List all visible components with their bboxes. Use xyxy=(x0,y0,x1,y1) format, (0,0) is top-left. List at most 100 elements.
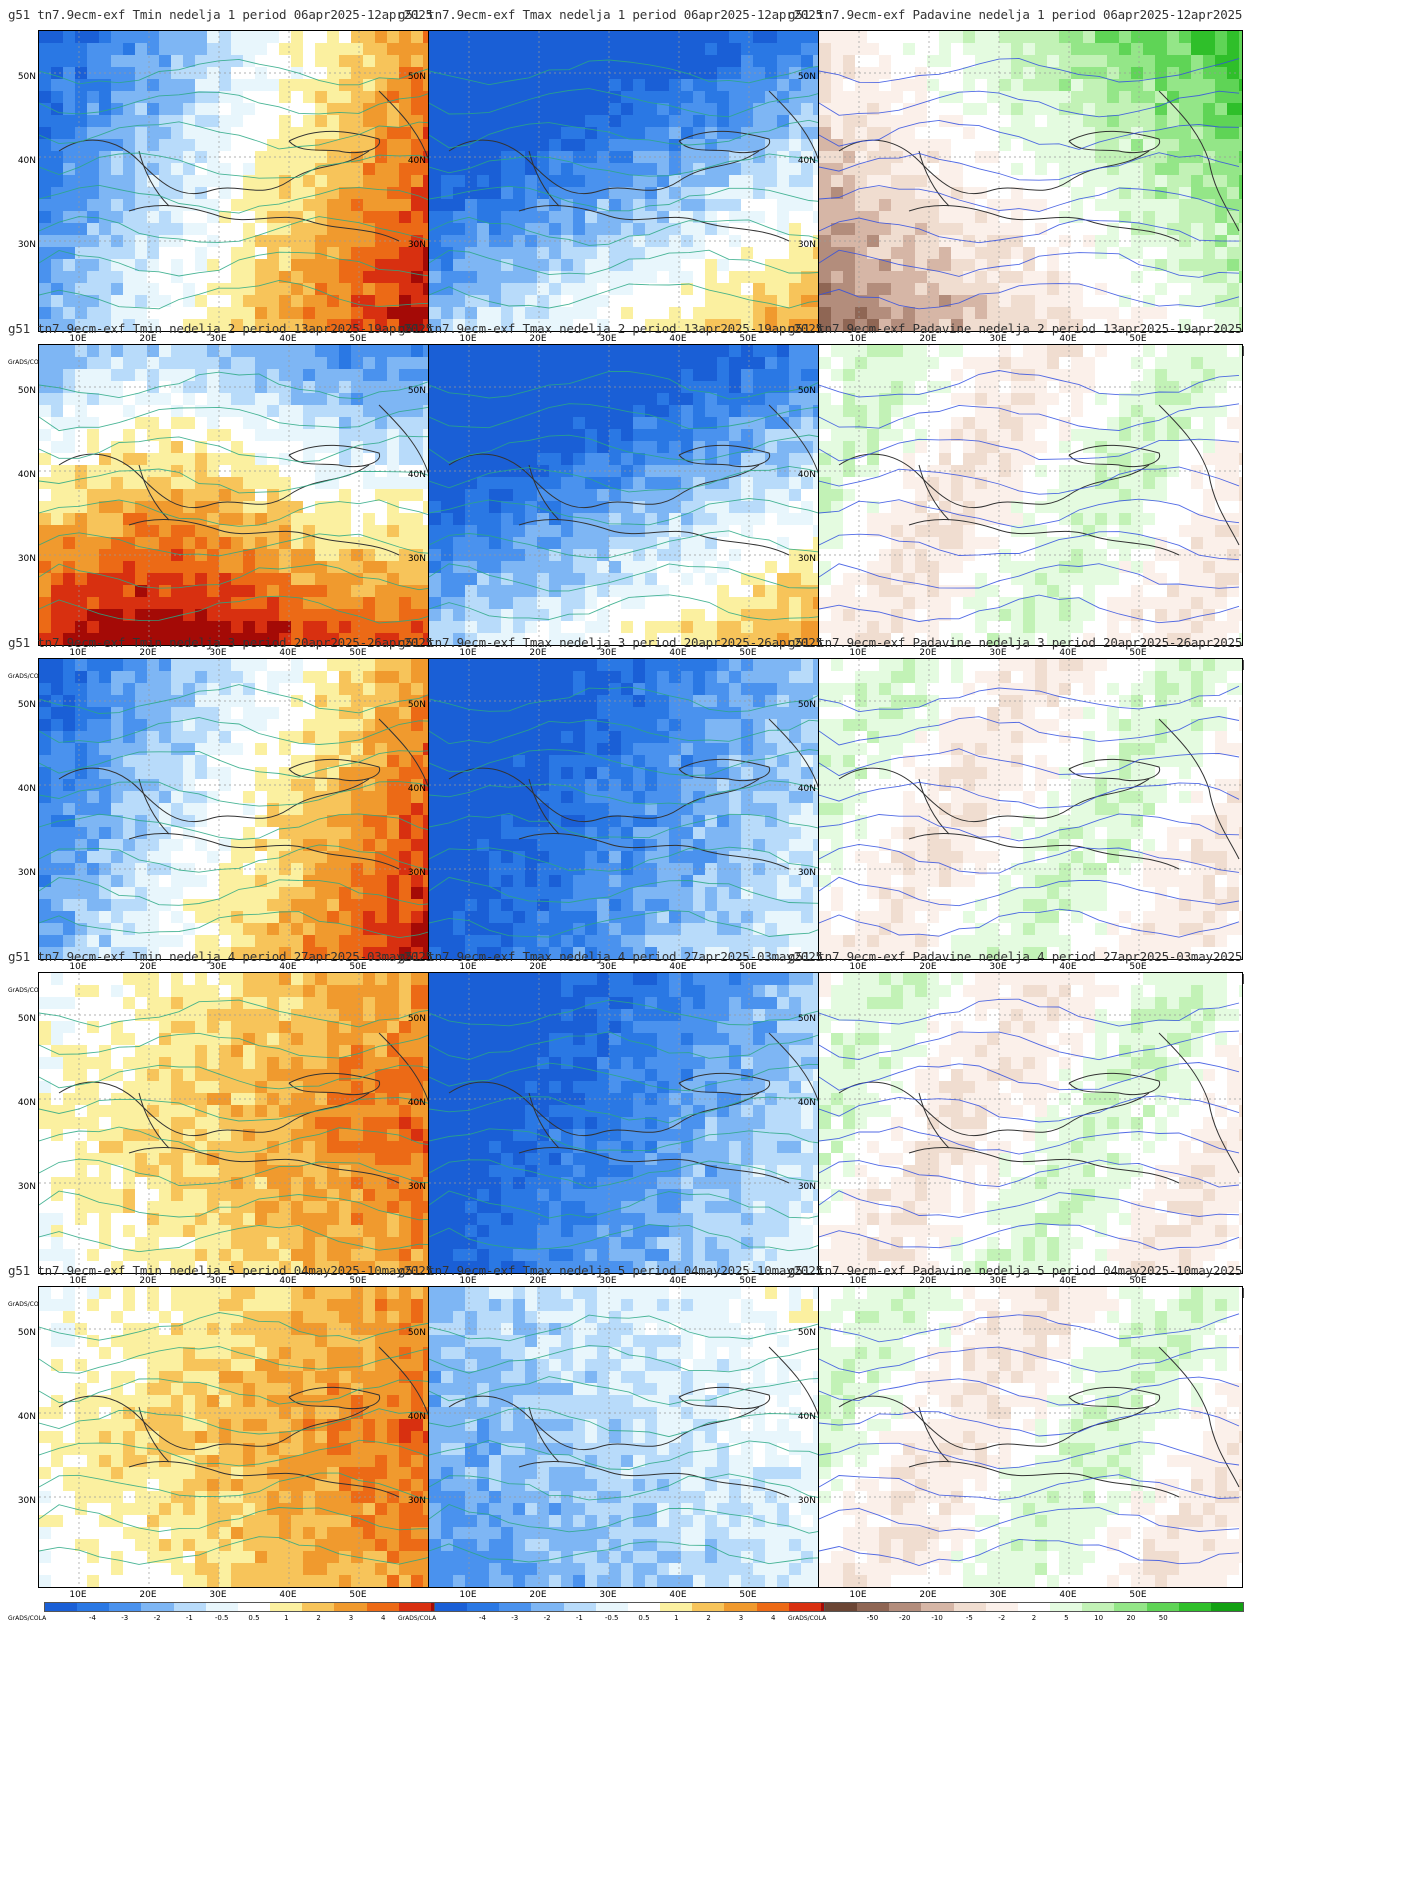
latitude-label: 50N xyxy=(797,386,816,396)
color-scale-label: 0.5 xyxy=(638,1614,650,1622)
longitude-label: 20E xyxy=(529,1590,547,1600)
color-scale-swatch xyxy=(1146,1603,1179,1611)
latitude-label: 40N xyxy=(17,1412,36,1422)
latitude-label: 50N xyxy=(17,72,36,82)
color-scale-label: 4 xyxy=(770,1614,776,1622)
color-scale-label: -5 xyxy=(965,1614,973,1622)
latitude-label: 40N xyxy=(17,784,36,794)
color-scale-label: -1 xyxy=(575,1614,583,1622)
longitude-label: 10E xyxy=(849,648,867,658)
longitude-label: 50E xyxy=(349,1276,367,1286)
latitude-label: 30N xyxy=(17,240,36,250)
longitude-label: 10E xyxy=(459,1276,477,1286)
latitude-label: 30N xyxy=(797,868,816,878)
longitude-label: 20E xyxy=(919,334,937,344)
color-scale-swatch xyxy=(1210,1603,1244,1611)
map-panel: g51 tn7.9ecm-exf Tmin nedelja 5 period 0… xyxy=(8,1260,464,1638)
color-scale-label: 10 xyxy=(1094,1614,1104,1622)
map-plot xyxy=(818,344,1243,646)
longitude-label: 30E xyxy=(599,334,617,344)
latitude-label: 50N xyxy=(17,386,36,396)
longitude-label: 50E xyxy=(739,1590,757,1600)
color-scale-swatch xyxy=(595,1603,628,1611)
latitude-label: 50N xyxy=(797,1014,816,1024)
map-plot xyxy=(38,30,463,332)
longitude-label: 20E xyxy=(529,648,547,658)
anomaly-field xyxy=(39,973,462,1273)
color-scale-swatch xyxy=(756,1603,789,1611)
color-scale-swatch xyxy=(334,1603,367,1611)
panel-title: g51 tn7.9ecm-exf Padavine nedelja 2 peri… xyxy=(788,321,1243,336)
longitude-label: 40E xyxy=(1059,648,1077,658)
longitude-label: 30E xyxy=(599,1590,617,1600)
longitude-label: 10E xyxy=(849,1276,867,1286)
map-panel: g51 tn7.9ecm-exf Padavine nedelja 1 peri… xyxy=(788,4,1244,382)
panel-title: g51 tn7.9ecm-exf Tmax nedelja 2 period 1… xyxy=(398,321,823,336)
latitude-label: 50N xyxy=(797,700,816,710)
longitude-label: 50E xyxy=(739,334,757,344)
latitude-label: 50N xyxy=(797,72,816,82)
latitude-label: 40N xyxy=(407,1098,426,1108)
latitude-label: 40N xyxy=(17,1098,36,1108)
latitude-label: 50N xyxy=(407,386,426,396)
longitude-label: 50E xyxy=(1129,1590,1147,1600)
latitude-label: 40N xyxy=(407,156,426,166)
color-scale-swatch xyxy=(627,1603,661,1611)
longitude-label: 30E xyxy=(989,1590,1007,1600)
map-plot xyxy=(428,1286,853,1588)
color-scale-label: 50 xyxy=(1158,1614,1168,1622)
latitude-label: 50N xyxy=(17,1328,36,1338)
panel-title: g51 tn7.9ecm-exf Tmin nedelja 2 period 1… xyxy=(8,321,433,336)
color-scale-swatch xyxy=(77,1603,110,1611)
panel-title: g51 tn7.9ecm-exf Tmin nedelja 5 period 0… xyxy=(8,1263,433,1278)
longitude-label: 10E xyxy=(459,648,477,658)
longitude-label: 50E xyxy=(349,648,367,658)
color-scale-swatch xyxy=(270,1603,303,1611)
longitude-label: 10E xyxy=(69,1590,87,1600)
longitude-label: 20E xyxy=(529,962,547,972)
latitude-label: 30N xyxy=(407,1182,426,1192)
map-plot xyxy=(818,658,1243,960)
longitude-label: 20E xyxy=(139,962,157,972)
longitude-label: 50E xyxy=(1129,648,1147,658)
latitude-label: 30N xyxy=(17,1496,36,1506)
longitude-label: 40E xyxy=(279,1590,297,1600)
longitude-label: 10E xyxy=(849,962,867,972)
latitude-label: 30N xyxy=(797,1496,816,1506)
latitude-label: 40N xyxy=(407,470,426,480)
latitude-label: 40N xyxy=(797,156,816,166)
color-scale-swatch xyxy=(889,1603,922,1611)
color-scale-label: -2 xyxy=(998,1614,1006,1622)
map-plot xyxy=(818,30,1243,332)
latitude-label: 40N xyxy=(797,784,816,794)
map-plot xyxy=(818,1286,1243,1588)
color-scale-label: -0.5 xyxy=(604,1614,619,1622)
panel-title: g51 tn7.9ecm-exf Tmin nedelja 3 period 2… xyxy=(8,635,433,650)
longitude-label: 40E xyxy=(1059,962,1077,972)
longitude-label: 40E xyxy=(669,648,687,658)
color-scale-swatch xyxy=(45,1603,78,1611)
map-plot xyxy=(818,972,1243,1274)
longitude-label: 20E xyxy=(139,1590,157,1600)
color-scale-label: -4 xyxy=(88,1614,96,1622)
longitude-label: 50E xyxy=(739,648,757,658)
color-scale-swatch xyxy=(985,1603,1018,1611)
color-scale-swatch xyxy=(1050,1603,1083,1611)
latitude-label: 50N xyxy=(407,1328,426,1338)
map-plot xyxy=(38,972,463,1274)
color-scale-swatch xyxy=(435,1603,468,1611)
grads-credit: GrADS/COLA xyxy=(8,987,47,994)
color-scale-swatch xyxy=(141,1603,174,1611)
longitude-label: 50E xyxy=(349,962,367,972)
longitude-label: 40E xyxy=(279,648,297,658)
longitude-label: 30E xyxy=(989,648,1007,658)
longitude-label: 10E xyxy=(849,1590,867,1600)
longitude-label: 20E xyxy=(919,1590,937,1600)
color-scale-label: -20 xyxy=(899,1614,911,1622)
color-scale-label: -4 xyxy=(478,1614,486,1622)
longitude-label: 10E xyxy=(849,334,867,344)
latitude-label: 40N xyxy=(407,784,426,794)
map-panel: g51 tn7.9ecm-exf Tmin nedelja 1 period 0… xyxy=(8,4,464,382)
color-scale-swatch xyxy=(237,1603,271,1611)
panel-title: g51 tn7.9ecm-exf Tmin nedelja 4 period 2… xyxy=(8,949,433,964)
